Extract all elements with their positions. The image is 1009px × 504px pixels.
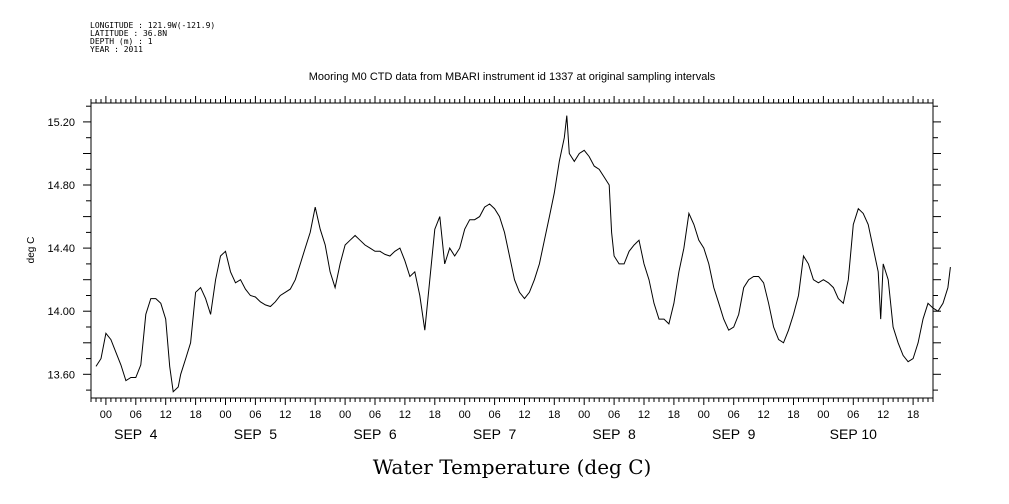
- year-line: YEAR : 2011: [90, 45, 143, 54]
- hour-tick-label: 00: [100, 409, 112, 421]
- hour-tick-label: 06: [728, 409, 740, 421]
- hour-tick-label: 18: [429, 409, 441, 421]
- hour-tick-label: 00: [339, 409, 351, 421]
- hour-tick-label: 18: [309, 409, 321, 421]
- y-tick-label: 14.80: [47, 180, 75, 192]
- hour-tick-label: 12: [279, 409, 291, 421]
- hour-tick-label: 18: [907, 409, 919, 421]
- hour-tick-label: 12: [399, 409, 411, 421]
- hour-tick-label: 06: [130, 409, 142, 421]
- hour-tick-label: 00: [698, 409, 710, 421]
- hour-tick-label: 00: [817, 409, 829, 421]
- day-label: SEP 10: [830, 426, 877, 442]
- hour-tick-label: 18: [548, 409, 560, 421]
- hour-tick-label: 06: [488, 409, 500, 421]
- latitude-line: LATITUDE : 36.8N: [90, 29, 168, 38]
- y-tick-label: 13.60: [47, 369, 75, 381]
- hour-tick-label: 06: [249, 409, 261, 421]
- x-axis-label: Water Temperature (deg C): [373, 455, 652, 479]
- day-label: SEP 9: [712, 426, 756, 442]
- y-tick-label: 14.00: [47, 306, 75, 318]
- y-tick-label: 15.20: [47, 117, 75, 129]
- day-label: SEP 4: [114, 426, 158, 442]
- hour-tick-label: 00: [578, 409, 590, 421]
- hour-tick-label: 06: [608, 409, 620, 421]
- day-label: SEP 6: [353, 426, 397, 442]
- metadata-block: LONGITUDE : 121.9W(-121.9) LATITUDE : 36…: [90, 22, 215, 54]
- water-temperature-line: [95, 115, 951, 393]
- y-tick-labels: 13.60 14.00 14.40 14.80 15.20: [47, 117, 75, 381]
- hour-tick-label: 12: [877, 409, 889, 421]
- depth-line: DEPTH (m) : 1: [90, 37, 153, 46]
- chart-title: Mooring M0 CTD data from MBARI instrumen…: [309, 71, 716, 83]
- day-label: SEP 5: [234, 426, 278, 442]
- hour-tick-label: 12: [518, 409, 530, 421]
- longitude-line: LONGITUDE : 121.9W(-121.9): [90, 21, 216, 30]
- hour-tick-label: 18: [189, 409, 201, 421]
- hour-tick-label: 00: [219, 409, 231, 421]
- day-labels: SEP 4 SEP 5 SEP 6 SEP 7 SEP 8 SEP 9 SEP 10: [114, 426, 877, 442]
- hour-tick-label: 18: [668, 409, 680, 421]
- hour-tick-label: 12: [757, 409, 769, 421]
- hour-tick-label: 18: [787, 409, 799, 421]
- day-label: SEP 8: [592, 426, 636, 442]
- hour-tick-label: 06: [369, 409, 381, 421]
- y-tick-label: 14.40: [47, 243, 75, 255]
- axis-ticks: [83, 96, 941, 405]
- hour-tick-label: 12: [638, 409, 650, 421]
- hour-tick-label: 00: [459, 409, 471, 421]
- hour-tick-label: 12: [160, 409, 172, 421]
- y-axis-label: deg C: [26, 237, 37, 264]
- hour-tick-label: 06: [847, 409, 859, 421]
- hour-tick-labels: 00 06 12 18 00 06 12 18 00 06 12 18 00 06 12 18 00 06 12 18…: [100, 409, 919, 421]
- plot-frame: [90, 102, 934, 399]
- day-label: SEP 7: [473, 426, 517, 442]
